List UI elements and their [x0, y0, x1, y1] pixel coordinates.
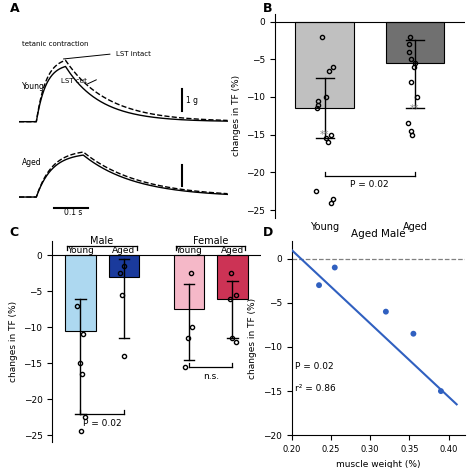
Y-axis label: changes in TF (%): changes in TF (%)	[248, 298, 257, 379]
Text: D: D	[263, 227, 273, 239]
Text: LST cut: LST cut	[61, 78, 87, 84]
Bar	[109, 256, 139, 277]
Title: Aged Male: Aged Male	[351, 229, 405, 239]
Text: Aged: Aged	[22, 158, 42, 167]
Text: Young: Young	[175, 246, 202, 255]
Y-axis label: changes in TF (%): changes in TF (%)	[9, 301, 18, 382]
Text: Young: Young	[67, 246, 94, 255]
Text: B: B	[263, 2, 273, 15]
Bar	[217, 256, 248, 299]
Bar	[295, 22, 354, 108]
Point	[315, 281, 323, 289]
Y-axis label: changes in TF (%): changes in TF (%)	[232, 75, 241, 156]
Text: A: A	[9, 2, 19, 15]
Text: Aged: Aged	[221, 246, 244, 255]
Text: Female: Female	[193, 236, 228, 246]
Text: **: **	[320, 131, 329, 140]
Text: tetanic contraction: tetanic contraction	[22, 41, 89, 47]
Point	[382, 308, 390, 315]
Text: Aged: Aged	[112, 246, 136, 255]
Text: P = 0.02: P = 0.02	[83, 419, 121, 428]
Bar	[65, 256, 96, 331]
Point	[410, 330, 417, 337]
Text: **: **	[410, 104, 419, 114]
Text: Young: Young	[22, 82, 46, 91]
X-axis label: muscle weight (%): muscle weight (%)	[336, 460, 420, 468]
Text: 0.1 s: 0.1 s	[64, 208, 82, 217]
Text: r² = 0.86: r² = 0.86	[295, 384, 336, 393]
Text: P = 0.02: P = 0.02	[350, 181, 389, 190]
Point	[331, 264, 338, 271]
Text: 1 g: 1 g	[186, 96, 198, 105]
Bar	[174, 256, 204, 309]
Point	[437, 388, 445, 395]
Text: Male: Male	[91, 236, 114, 246]
Bar	[385, 22, 444, 63]
Text: LST intact: LST intact	[116, 51, 151, 57]
Text: P = 0.02: P = 0.02	[295, 362, 334, 371]
Text: n.s.: n.s.	[203, 372, 219, 381]
Text: C: C	[9, 227, 18, 239]
